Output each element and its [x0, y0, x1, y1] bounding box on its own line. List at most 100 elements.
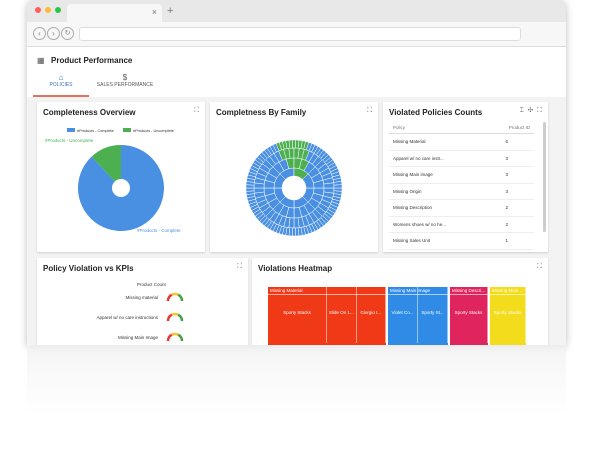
heatmap-cell: Sporty Stacks: [490, 281, 526, 343]
heatmap-cell: Violet Co...: [388, 281, 418, 343]
legend-swatch: [123, 128, 131, 132]
reflection: [27, 345, 566, 415]
slice-label: #Products - Complete: [137, 228, 181, 233]
sunburst-segment: [333, 184, 343, 189]
toolbar: ‹ › ↻: [27, 22, 566, 47]
card-title: Violated Policies Counts: [389, 108, 483, 117]
browser-tab[interactable]: ×: [67, 4, 162, 22]
gauge: [166, 332, 184, 342]
kpi-label: Apparel w/ no care instructions: [96, 315, 158, 320]
kpi-row: Apparel w/ no care instructions: [37, 310, 248, 330]
heatmap-card: Violations Heatmap ⛶ Missing Material Spor…: [252, 258, 548, 345]
reload-button[interactable]: ↻: [61, 27, 74, 40]
family-card: Completness By Family ⛶: [210, 102, 378, 252]
heatmap-cell: Giorgio t...: [357, 281, 386, 343]
completeness-card: Completeness Overview ⛶ #Products - Compl…: [37, 102, 205, 252]
kpi-label: Missing Main Image: [117, 335, 158, 340]
violated-card: Violated Policies Counts ⌶ ✣ ⛶ Policy Prod…: [383, 102, 548, 252]
table-row: Missing Main image 3: [389, 167, 534, 184]
gauge-arc: [177, 313, 184, 322]
policy-name: Missing Material: [393, 139, 426, 144]
column-header: Policy: [393, 125, 406, 130]
sunburst-segment: [245, 187, 255, 192]
group-label: Missing Main ...: [490, 287, 526, 295]
card-title: Completeness Overview: [43, 108, 136, 117]
back-button[interactable]: ‹: [33, 27, 46, 40]
table-row: Apparel w/ no care instr... 3: [389, 151, 534, 167]
gauge-arc: [177, 293, 184, 302]
gauge-arc: [177, 333, 184, 342]
slice-label: #Products - Uncomplete: [45, 138, 94, 143]
column-header: Product Count: [137, 282, 166, 287]
pie-chart: #Products - Complete #Products - Uncomple…: [45, 128, 181, 233]
heatmap-cell: Sporty Stacks: [268, 281, 327, 343]
heatmap-group: Missing Main Image Violet Co... Sporty St.…: [388, 281, 448, 345]
table: Policy Product ID Missing Material 6 Apparel…: [389, 122, 534, 250]
heatmap-group: Missing Descri... Sporty Stacks: [450, 281, 488, 345]
product-count: 3: [505, 188, 508, 194]
policy-name: Missing Main image: [393, 172, 433, 177]
tab[interactable]: ⌂ POLICIES: [33, 73, 89, 97]
new-tab[interactable]: +: [167, 5, 174, 17]
table-row: Missing Origin 3: [389, 184, 534, 200]
browser-window: × + ‹ › ↻ ▦ Product Performance ⌂ POLICIE…: [27, 0, 566, 345]
group-label: Missing Descri...: [450, 287, 488, 295]
group-label: Missing Main Image: [388, 287, 448, 295]
table-row: Missing Description 2: [389, 200, 534, 217]
sunburst-segment: [295, 227, 300, 237]
table-row: Missing Material 6: [389, 134, 534, 151]
heatmap-cell: Sporty Stacks: [450, 281, 488, 343]
forward-button[interactable]: ›: [47, 27, 60, 40]
kpi-label: Missing material: [125, 295, 158, 300]
gauge-arc: [166, 313, 173, 322]
policy-name: Missing Origin: [393, 188, 422, 194]
tab-strip: × +: [27, 0, 566, 22]
heatmap-cell: Sporty St...: [418, 281, 448, 343]
table-row: Womens shoes w/ no he... 2: [389, 217, 534, 233]
product-count: 3: [505, 172, 508, 177]
policy-name: Missing Sales Unit: [393, 238, 431, 243]
product-count: 2: [505, 205, 508, 210]
legend-swatch: [67, 128, 75, 132]
card-title: Policy Violation vs KPIs: [43, 264, 134, 273]
sunburst-segment: [292, 227, 296, 237]
address-bar[interactable]: [79, 27, 521, 41]
product-count: 2: [505, 221, 508, 227]
scrollbar[interactable]: [543, 122, 546, 232]
card-title: Completness By Family: [216, 108, 307, 117]
page-title: Product Performance: [51, 56, 133, 65]
table-row: Missing Sales Unit 1: [389, 233, 534, 250]
gauge-arc: [171, 312, 179, 316]
card-title: Violations Heatmap: [258, 264, 333, 273]
group-label: Missing Material: [268, 287, 386, 295]
heatmap-cell: Slide On 1...: [327, 281, 357, 343]
heatmap-group: Missing Main ... Sporty Stacks: [490, 281, 526, 345]
policy-name: Womens shoes w/ no he...: [393, 221, 446, 227]
gauge-arc: [171, 292, 179, 296]
tab-label: POLICIES: [49, 82, 73, 88]
sunburst-segment: [288, 139, 293, 149]
product-count: 6: [505, 139, 508, 144]
policy-name: Apparel w/ no care instr...: [393, 155, 444, 161]
tab-label: SALES PERFORMANCE: [96, 82, 154, 88]
gauge-arc: [166, 293, 173, 302]
gauge-arc: [171, 332, 179, 336]
legend-label: #Products - Complete: [77, 129, 114, 133]
column-header: Product ID: [508, 125, 530, 130]
legend-label: #Products - Uncomplete: [133, 129, 174, 133]
tab[interactable]: $ SALES PERFORMANCE: [91, 73, 159, 95]
sunburst-segment: [292, 139, 296, 149]
kpi-row: Missing material: [37, 290, 248, 310]
sunburst: [245, 139, 343, 237]
pie-hole: [112, 179, 130, 197]
gauge: [166, 312, 184, 322]
table-header: Policy Product ID: [389, 122, 534, 134]
pie-slice: [91, 145, 121, 188]
gauge-arc: [166, 333, 173, 342]
heatmap-group: Missing Material Sporty Stacks Slide On 1.…: [268, 281, 386, 345]
kpi-row: Missing Main Image: [37, 330, 248, 345]
product-count: 1: [505, 238, 508, 243]
policy-name: Missing Description: [393, 205, 433, 210]
gauge: [166, 292, 184, 302]
